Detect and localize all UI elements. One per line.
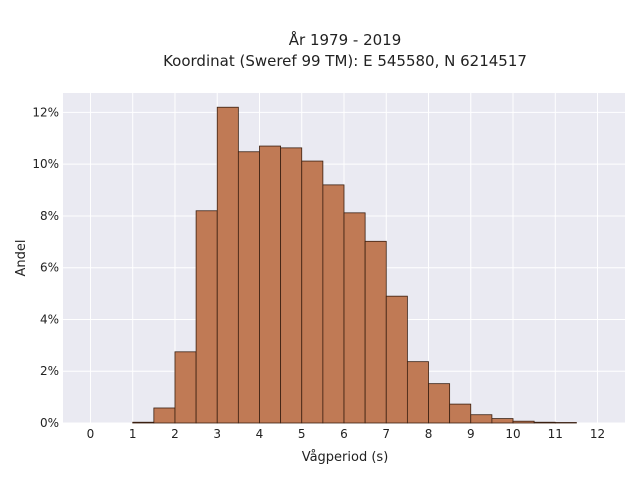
histogram-bar [470, 414, 493, 424]
histogram-bar [132, 421, 155, 424]
histogram-bar [322, 184, 345, 424]
x-tick-label: 2 [171, 427, 179, 441]
x-tick-label: 12 [590, 427, 605, 441]
x-tick-label: 1 [129, 427, 137, 441]
y-axis-label: Andel [14, 240, 29, 277]
x-tick-label: 0 [87, 427, 95, 441]
histogram-bar [364, 240, 387, 424]
x-tick-label: 11 [548, 427, 563, 441]
histogram-bar [512, 420, 535, 424]
histogram-bar [301, 160, 324, 424]
x-tick-labels: 0 1 2 3 4 5 6 7 8 9 10 11 12 [87, 427, 606, 441]
histogram-bar [195, 210, 218, 424]
histogram-bar [533, 421, 556, 424]
y-tick-labels: 0% 2% 4% 6% 8% 10% 12% [32, 105, 59, 430]
histogram-bar [385, 295, 408, 424]
x-tick-label: 3 [213, 427, 221, 441]
histogram-bar [491, 418, 514, 424]
y-tick-label: 2% [40, 364, 59, 378]
x-tick-label: 8 [425, 427, 433, 441]
x-tick-label: 5 [298, 427, 306, 441]
x-tick-label: 4 [256, 427, 264, 441]
histogram-bar [343, 212, 366, 424]
histogram-bar [449, 403, 472, 424]
histogram-bar [259, 145, 282, 424]
histogram-bar [174, 351, 197, 424]
chart-title-line1: År 1979 - 2019 [289, 30, 402, 49]
histogram-bar [406, 361, 429, 424]
histogram-bar [216, 106, 239, 424]
y-tick-label: 6% [40, 261, 59, 275]
y-tick-label: 4% [40, 312, 59, 326]
x-tick-label: 6 [340, 427, 348, 441]
y-tick-label: 12% [32, 105, 59, 119]
x-tick-label: 7 [382, 427, 390, 441]
y-tick-label: 10% [32, 157, 59, 171]
histogram-bar [153, 407, 176, 424]
histogram-bar [554, 422, 577, 424]
x-axis-label: Vågperiod (s) [302, 450, 389, 465]
bars [132, 106, 577, 424]
y-tick-label: 0% [40, 416, 59, 430]
histogram-bar [237, 151, 260, 424]
histogram-bar [280, 147, 303, 424]
chart-title-line2: Koordinat (Sweref 99 TM): E 545580, N 62… [163, 52, 527, 70]
y-tick-label: 8% [40, 209, 59, 223]
x-tick-label: 9 [467, 427, 475, 441]
x-tick-label: 10 [505, 427, 520, 441]
histogram-bar [428, 383, 451, 424]
